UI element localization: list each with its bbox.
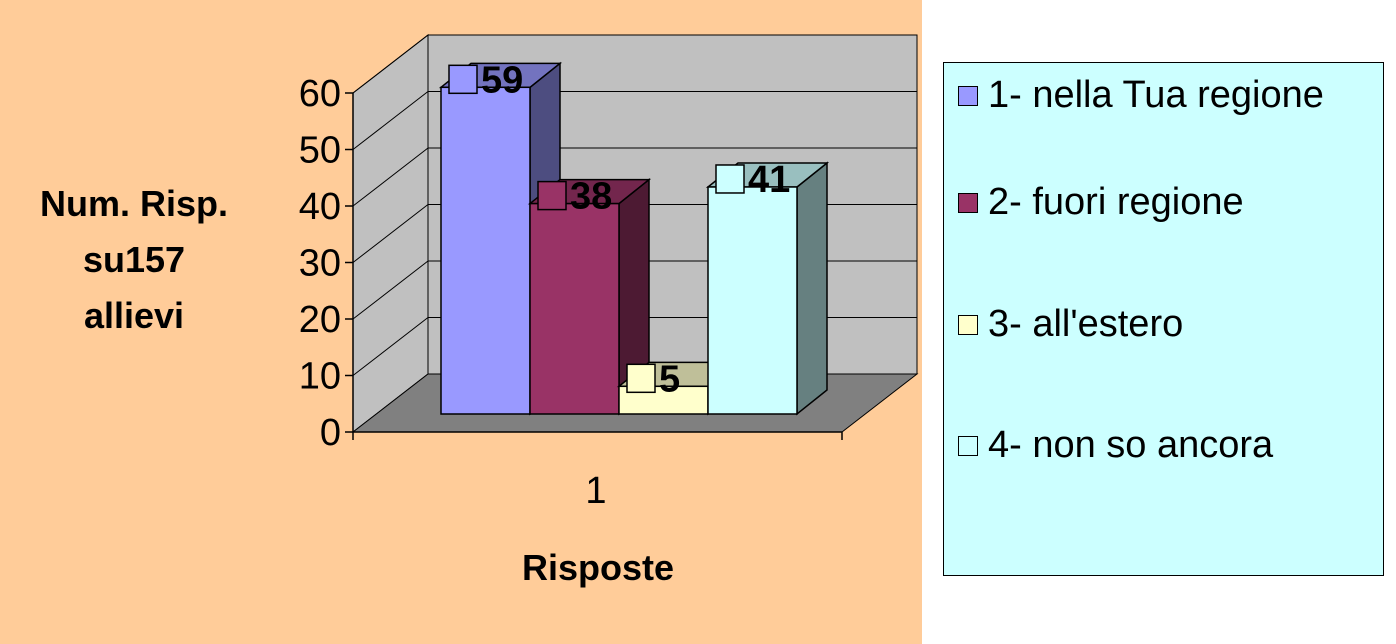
y-axis-title-line: Num. Risp. [40,183,228,224]
chart-data-labels: 59 38 5 41 [448,59,790,400]
data-label: 38 [570,176,612,218]
gridline-side [352,260,429,320]
x-category-label: 1 [585,470,606,512]
y-axis-title-line: allievi [84,295,184,336]
chart-axes [345,92,843,440]
y-axis-title: Num. Risp. su157 allievi [40,183,228,336]
bar-front [440,86,531,415]
chart-svg: 59 38 5 41 0 10 20 30 40 50 60 1 Risposte Num. Ri… [40,33,919,588]
data-label: 59 [481,59,523,101]
legend-item: 2- fuori regione [958,178,1378,288]
bar-front [618,385,709,415]
chart-bars [438,61,830,416]
data-label-marker [626,363,656,394]
chart-legend: 1- nella Tua regione 2- fuori regione 3- a… [943,62,1384,576]
y-tick-label: 50 [299,130,341,172]
y-tick-label: 40 [299,186,341,228]
chart-area: 59 38 5 41 0 10 20 30 40 50 60 1 Risposte Num. Ri… [0,0,922,644]
legend-label: 1- nella Tua regione [988,74,1324,116]
legend-swatch [958,315,978,335]
bar-2 [527,178,652,416]
data-label: 41 [748,159,790,201]
gridline-side [352,147,429,207]
bar-4 [705,161,830,416]
data-label-marker [537,180,567,211]
legend-label: 4- non so ancora [988,424,1274,466]
gridline-side [352,317,429,376]
gridline-side [352,91,429,150]
y-tick-label: 60 [299,73,341,115]
gridline-side [352,204,429,263]
bar-front [529,202,620,415]
data-label: 5 [659,358,680,400]
gridline-side [352,34,429,94]
bar-front [707,186,798,415]
y-axis-title-line: su157 [83,239,185,280]
y-tick-label: 30 [299,243,341,285]
y-tick-label: 0 [320,412,341,454]
legend-swatch [958,193,978,213]
legend-swatch [958,86,978,106]
bar-side [796,161,828,416]
y-tick-label: 20 [299,299,341,341]
legend-swatch [958,436,978,456]
chart-tick-labels: 0 10 20 30 40 50 60 [299,73,341,454]
legend-item: 3- all'estero [958,300,1378,410]
y-tick-label: 10 [299,356,341,398]
x-axis-title: Risposte [522,547,674,588]
legend-label: 3- all'estero [988,303,1184,345]
data-label-marker [715,164,745,194]
data-label-marker [448,64,478,95]
legend-label: 2- fuori regione [988,181,1244,223]
legend-item: 4- non so ancora [958,421,1378,531]
legend-item: 1- nella Tua regione [958,71,1378,181]
